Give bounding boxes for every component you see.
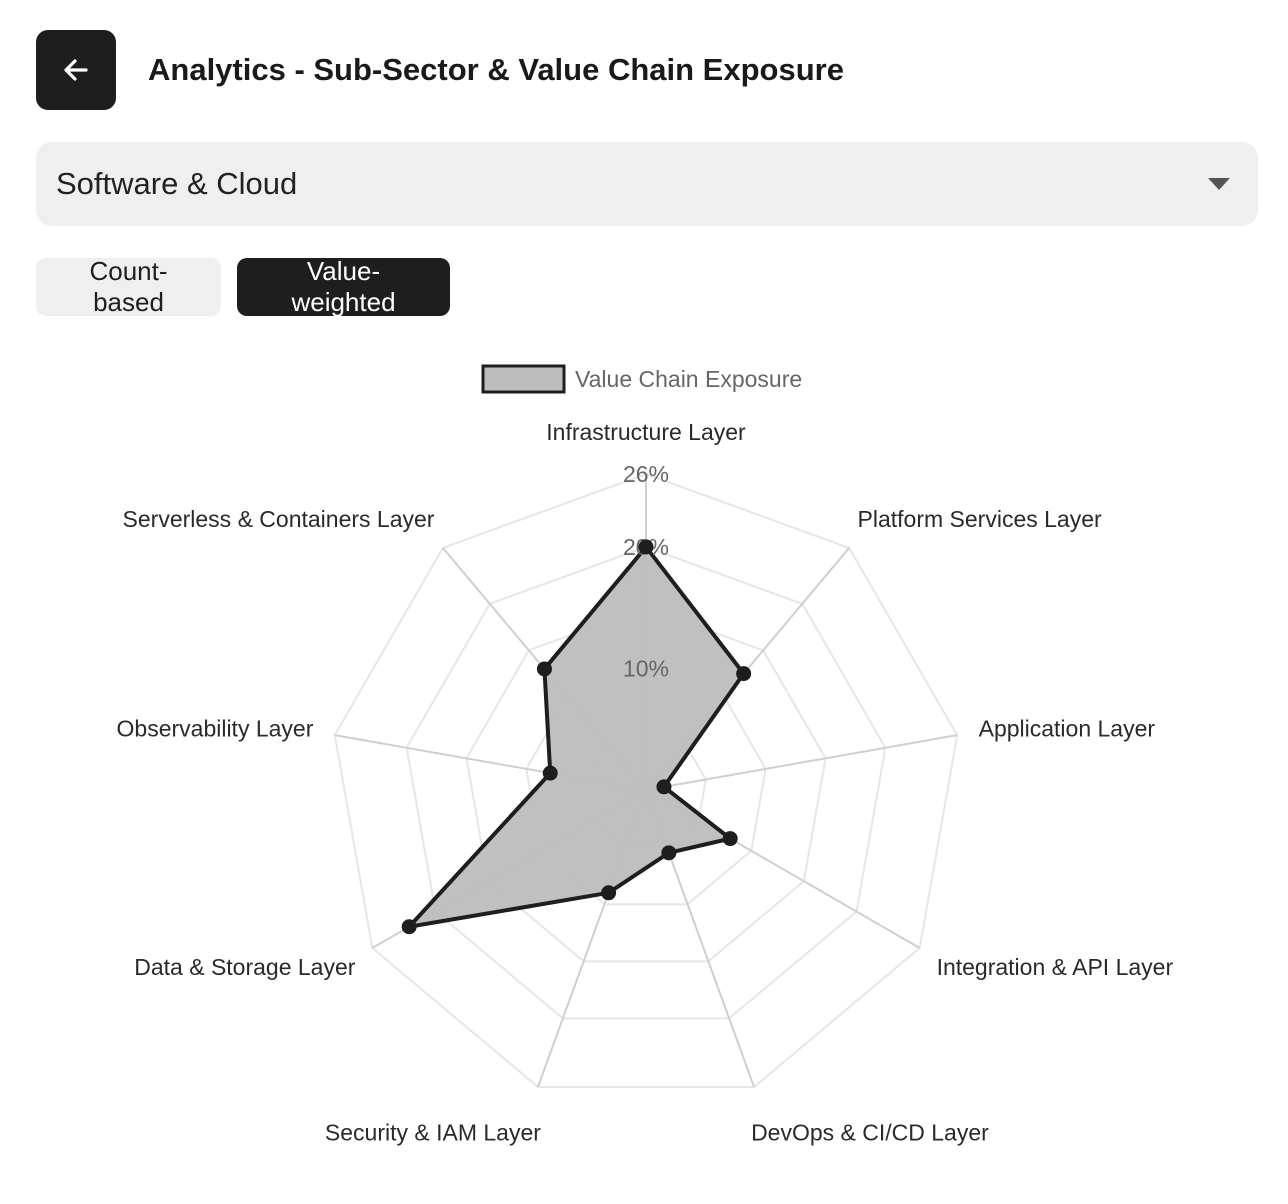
series-area	[407, 544, 746, 929]
data-point[interactable]	[661, 845, 677, 861]
data-point[interactable]	[736, 666, 752, 682]
axis-label: Infrastructure Layer	[546, 419, 746, 445]
count-based-toggle[interactable]: Count-based	[36, 256, 221, 317]
data-point[interactable]	[542, 765, 558, 781]
axis-label: Serverless & Containers Layer	[123, 506, 435, 532]
tick-label: 10%	[623, 655, 669, 681]
legend-label: Value Chain Exposure	[575, 366, 802, 392]
axis-spoke	[645, 734, 958, 791]
sub-sector-select-value: Software & Cloud	[56, 166, 298, 201]
back-button[interactable]	[36, 30, 116, 110]
caret-down-icon	[1208, 178, 1230, 190]
data-point[interactable]	[656, 779, 672, 795]
value-weighted-toggle[interactable]: Value-weighted	[237, 256, 450, 317]
data-point[interactable]	[601, 885, 617, 901]
axis-label: Observability Layer	[117, 716, 314, 742]
arrow-left-icon	[64, 59, 88, 81]
legend-swatch	[481, 364, 566, 394]
data-point[interactable]	[722, 831, 738, 847]
tick-label: 26%	[623, 461, 669, 487]
axis-label: Data & Storage Layer	[134, 954, 356, 980]
grid-ring	[333, 472, 959, 1088]
axis-label: DevOps & CI/CD Layer	[751, 1120, 989, 1146]
data-point[interactable]	[536, 661, 552, 677]
axis-label: Security & IAM Layer	[325, 1120, 541, 1146]
data-point[interactable]	[401, 919, 417, 935]
chart-legend[interactable]: Value Chain Exposure	[481, 364, 802, 394]
axis-label: Application Layer	[979, 716, 1156, 742]
radar-chart: Value Chain Exposure 10%20%26% Infrastru…	[117, 364, 1174, 1146]
data-point[interactable]	[638, 539, 654, 555]
grid-ring	[405, 545, 887, 1020]
axis-label: Integration & API Layer	[937, 954, 1174, 980]
page-title: Analytics - Sub-Sector & Value Chain Exp…	[148, 52, 844, 87]
axis-label: Platform Services Layer	[858, 506, 1102, 532]
sub-sector-select[interactable]: Software & Cloud	[36, 142, 1258, 226]
grid-ring	[465, 606, 827, 963]
